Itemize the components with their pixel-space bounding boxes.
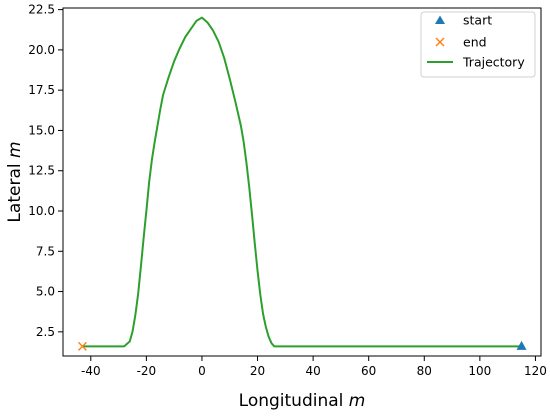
y-axis-ticks: 2.5 5.0 7.5 10.0 12.5 15.0 17.5 20.0 22.5 <box>28 3 63 339</box>
plot-frame <box>62 7 542 357</box>
x-tick-label: 40 <box>305 364 320 378</box>
x-axis-label-text: Longitudinal <box>239 391 344 411</box>
plot-area <box>77 16 527 351</box>
legend-box <box>420 11 536 78</box>
y-axis-label-text: Lateral <box>5 163 25 222</box>
y-tick-label: 20.0 <box>28 43 55 57</box>
end-marker <box>77 341 87 351</box>
x-tick-label: -20 <box>137 364 157 378</box>
y-tick-label: 15.0 <box>28 123 55 137</box>
y-tick-label: 7.5 <box>36 244 55 258</box>
trajectory-line <box>82 16 522 348</box>
x-axis-label: Longitudinal m <box>239 391 366 411</box>
x-tick-label: 80 <box>417 364 432 378</box>
y-tick-label: 2.5 <box>36 325 55 339</box>
y-tick-label: 5.0 <box>36 285 55 299</box>
y-tick-label: 22.5 <box>28 3 55 17</box>
legend-trajectory-label: Trajectory <box>462 55 525 70</box>
y-axis-label: Lateral m <box>5 141 25 222</box>
x-tick-label: -40 <box>81 364 101 378</box>
x-tick-label: 0 <box>198 364 206 378</box>
legend-start-label: start <box>463 13 492 28</box>
legend-end-label: end <box>463 35 487 50</box>
y-tick-label: 10.0 <box>28 204 55 218</box>
y-tick-label: 12.5 <box>28 164 55 178</box>
start-marker <box>516 340 527 350</box>
legend: start end Trajectory <box>420 11 536 78</box>
y-tick-label: 17.5 <box>28 83 55 97</box>
legend-end-marker <box>435 37 445 47</box>
x-axis-unit: m <box>349 391 366 411</box>
x-tick-label: 60 <box>361 364 376 378</box>
x-tick-label: 100 <box>468 364 491 378</box>
legend-start-marker <box>435 15 445 24</box>
x-tick-label: 20 <box>250 364 265 378</box>
x-axis-ticks: -40 -20 0 20 40 60 80 100 120 <box>81 356 547 378</box>
y-axis-unit: m <box>5 141 25 158</box>
x-tick-label: 120 <box>524 364 547 378</box>
